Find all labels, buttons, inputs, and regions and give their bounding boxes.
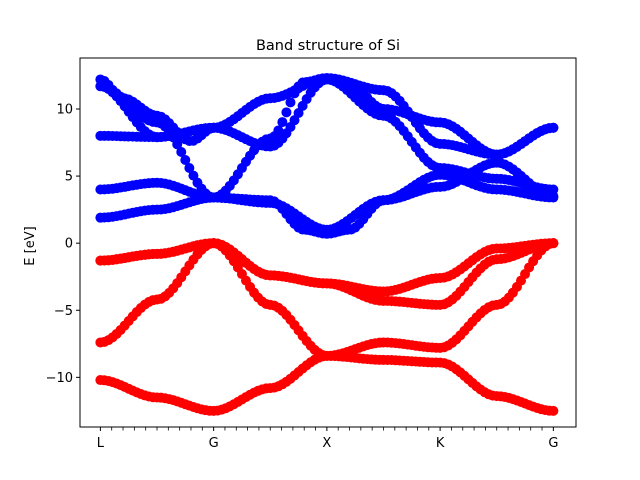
valence-band-point bbox=[548, 405, 559, 416]
conduction-band-point bbox=[273, 125, 284, 136]
chart-title: Band structure of Si bbox=[256, 38, 400, 54]
y-tick-label: −5 bbox=[54, 304, 73, 319]
y-axis: 10 5 0 −5 −10 bbox=[46, 102, 80, 386]
y-tick-label: 5 bbox=[65, 170, 73, 185]
conduction-band-point bbox=[184, 162, 195, 173]
x-tick-label: X bbox=[322, 436, 331, 451]
valence-band-point bbox=[548, 238, 559, 249]
conduction-band-point bbox=[176, 146, 187, 157]
x-tick-label: K bbox=[436, 436, 445, 451]
plot-frame bbox=[79, 57, 577, 428]
x-tick-label: G bbox=[548, 436, 558, 451]
y-axis-label: E [eV] bbox=[23, 226, 38, 265]
conduction-band-point bbox=[285, 97, 296, 108]
y-tick-label: −10 bbox=[46, 371, 73, 386]
x-tick-label: G bbox=[209, 436, 219, 451]
conduction-band-point bbox=[281, 107, 292, 118]
conduction-band-point bbox=[208, 122, 219, 133]
conduction-band-point bbox=[548, 184, 559, 195]
y-tick-label: 10 bbox=[56, 102, 73, 117]
conduction-band-point bbox=[180, 154, 191, 165]
x-tick-label: L bbox=[97, 436, 105, 451]
y-tick-label: 0 bbox=[65, 237, 73, 252]
conduction-band-point bbox=[548, 192, 559, 203]
plot-area bbox=[95, 73, 559, 416]
conduction-band-point bbox=[172, 139, 183, 150]
conduction-band-point bbox=[548, 122, 559, 133]
conduction-band-point bbox=[277, 117, 288, 128]
